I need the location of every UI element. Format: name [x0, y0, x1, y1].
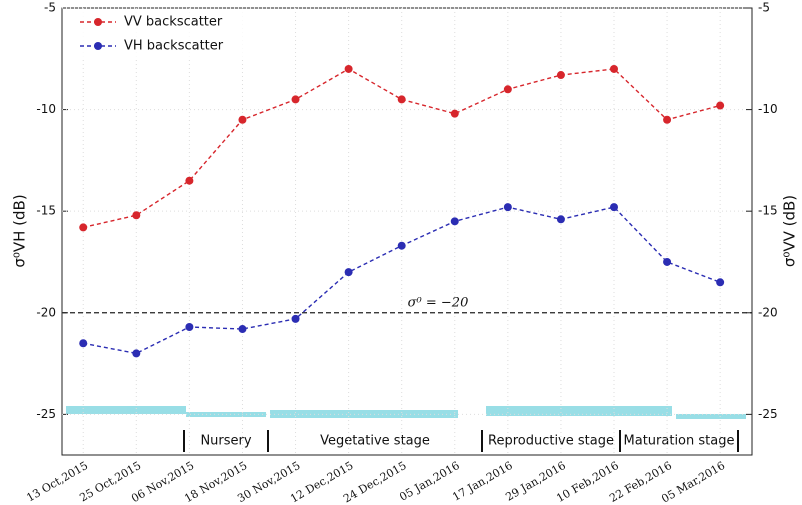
y-axis-label: σ⁰VH (dB) — [11, 194, 29, 267]
y-tick-label: -5 — [44, 1, 56, 15]
legend-marker — [94, 42, 102, 50]
y2-tick-label: -20 — [758, 305, 778, 319]
chart: Nursery Vegetative stage Reproductive st… — [0, 0, 802, 505]
legend-label: VH backscatter — [124, 39, 224, 54]
stage-label: Reproductive stage — [488, 434, 614, 449]
point — [663, 116, 671, 124]
y-tick-label: -15 — [36, 204, 56, 218]
y-tick-label: -25 — [36, 407, 56, 421]
y2-tick-label: -25 — [758, 407, 778, 421]
stage-label: Maturation stage — [624, 434, 735, 449]
legend-marker — [94, 18, 102, 26]
stage-label: Vegetative stage — [320, 434, 430, 449]
point — [79, 223, 87, 231]
y2-tick-label: -10 — [758, 102, 778, 116]
point — [663, 258, 671, 266]
point — [716, 278, 724, 286]
point — [345, 268, 353, 276]
point — [610, 65, 618, 73]
point — [292, 95, 300, 103]
point — [504, 203, 512, 211]
reference-label: σ⁰ = −20 — [408, 295, 469, 310]
y2-tick-label: -15 — [758, 204, 778, 218]
point — [451, 217, 459, 225]
point — [451, 110, 459, 118]
water-layer — [66, 406, 746, 419]
point — [557, 71, 565, 79]
point — [292, 315, 300, 323]
point — [185, 177, 193, 185]
y2-tick-label: -5 — [758, 1, 770, 15]
y-tick-label: -10 — [36, 102, 56, 116]
point — [398, 95, 406, 103]
point — [238, 116, 246, 124]
point — [345, 65, 353, 73]
point — [557, 215, 565, 223]
point — [79, 339, 87, 347]
point — [132, 349, 140, 357]
point — [185, 323, 193, 331]
point — [504, 85, 512, 93]
point — [132, 211, 140, 219]
y-tick-label: -20 — [36, 305, 56, 319]
point — [398, 242, 406, 250]
point — [716, 102, 724, 110]
stage-label: Nursery — [200, 434, 251, 449]
y2-axis-label: σ⁰VV (dB) — [781, 195, 799, 267]
plot-frame — [62, 8, 752, 455]
point — [238, 325, 246, 333]
point — [610, 203, 618, 211]
legend-label: VV backscatter — [124, 15, 223, 30]
